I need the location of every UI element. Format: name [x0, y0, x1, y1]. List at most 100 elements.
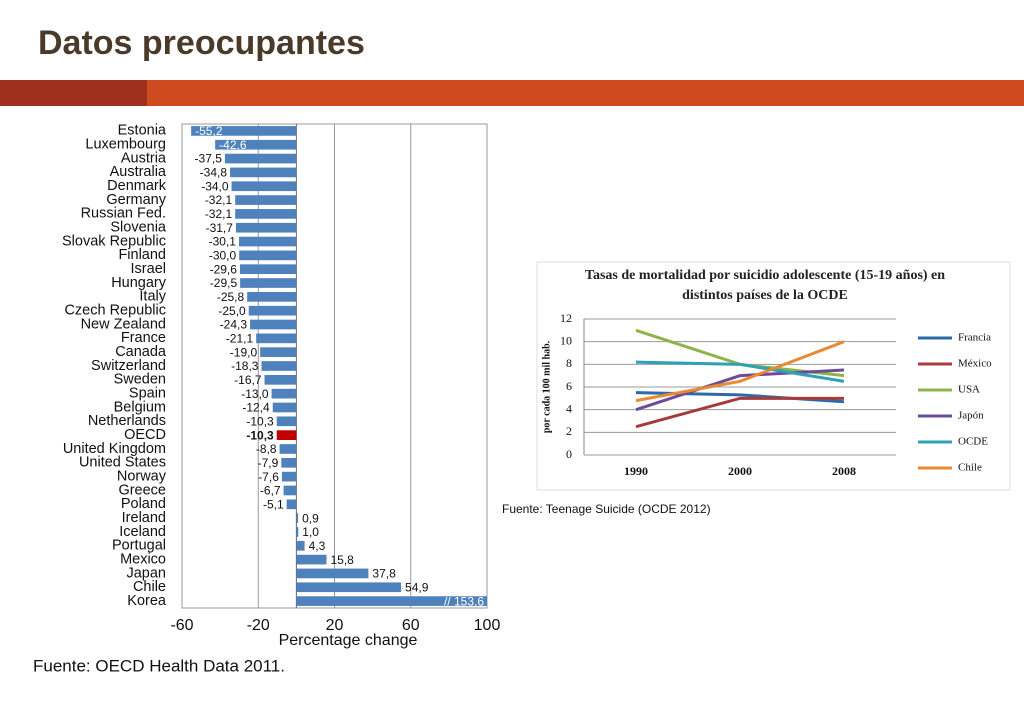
value-label: -24,3	[220, 318, 248, 332]
category-label: Chile	[133, 579, 166, 595]
bar	[215, 139, 297, 150]
value-label: 0,9	[302, 511, 319, 525]
category-label: United Kingdom	[63, 441, 166, 457]
chart2-frame	[536, 261, 1011, 491]
category-label: France	[121, 330, 166, 346]
series-line	[635, 368, 845, 412]
category-label: Korea	[127, 593, 167, 609]
value-label: -32,1	[205, 193, 233, 207]
bar	[283, 485, 297, 496]
slide-title: Datos preocupantes	[38, 24, 365, 62]
bar	[235, 195, 297, 205]
bar	[296, 554, 327, 565]
value-label: -30,1	[209, 235, 237, 249]
value-label: 37,8	[372, 567, 396, 581]
bar	[250, 319, 297, 330]
category-label: Canada	[115, 344, 167, 360]
bar	[248, 305, 297, 316]
bar	[296, 527, 299, 537]
legend-label: USA	[958, 384, 980, 396]
value-label: -6,7	[260, 484, 281, 498]
value-label: -29,6	[210, 262, 238, 276]
category-label: Slovak Republic	[62, 233, 166, 249]
y-tick-label: 2	[566, 424, 572, 438]
bar	[240, 278, 297, 288]
bar	[239, 250, 297, 261]
bar	[247, 292, 297, 302]
source-2: Fuente: Teenage Suicide (OCDE 2012)	[502, 502, 711, 516]
value-label: -7,6	[258, 470, 279, 484]
bar	[276, 430, 297, 440]
category-label: OECD	[124, 427, 166, 443]
source-1: Fuente: OECD Health Data 2011.	[33, 656, 285, 675]
x-tick-label: 1990	[624, 464, 648, 478]
category-label: Ireland	[122, 510, 166, 526]
legend-label: México	[958, 358, 992, 370]
legend-label: Francia	[958, 332, 991, 344]
series-line	[635, 396, 844, 429]
y-tick-label: 10	[560, 333, 572, 347]
bar	[260, 347, 297, 358]
x-axis-label: Percentage change	[279, 632, 418, 649]
series-line	[635, 340, 845, 403]
legend-label: Japón	[958, 410, 984, 422]
category-label: Australia	[110, 164, 167, 180]
legend-label: Chile	[958, 462, 982, 474]
category-label: Italy	[139, 289, 166, 305]
category-label: Denmark	[107, 178, 167, 194]
value-label: -16,7	[234, 373, 262, 387]
category-label: Finland	[118, 247, 166, 263]
bar	[264, 374, 297, 385]
category-label: Spain	[129, 385, 166, 401]
value-label: 1,0	[302, 525, 319, 539]
value-label: -29,5	[210, 276, 238, 290]
category-label: Israel	[131, 261, 166, 277]
bar	[235, 209, 297, 219]
category-label: United States	[79, 455, 166, 471]
category-label: Mexico	[120, 551, 166, 567]
chart2-title: Tasas de mortalidad por suicidio adolesc…	[584, 268, 946, 303]
value-label: -34,0	[201, 179, 229, 193]
value-label: -31,7	[206, 221, 234, 235]
value-label: -55,2	[195, 124, 223, 138]
y-tick-label: 0	[566, 447, 572, 461]
bar	[279, 444, 297, 454]
x-tick-label: 20	[326, 617, 344, 634]
bar	[239, 264, 297, 275]
x-tick-label: 2008	[832, 464, 856, 478]
y-axis-label: por cada 100 mil hab.	[541, 340, 552, 433]
x-tick-label: 100	[474, 617, 501, 634]
y-tick-label: 12	[560, 311, 572, 325]
bar	[281, 457, 297, 468]
category-label: Germany	[106, 192, 166, 208]
category-label: Japan	[126, 565, 166, 581]
band-right	[147, 80, 1024, 106]
value-label: -19,0	[230, 345, 258, 359]
value-label: -13,0	[241, 387, 269, 401]
x-tick-label: 60	[402, 617, 420, 634]
category-label: Switzerland	[91, 358, 166, 374]
category-label: Sweden	[114, 372, 166, 388]
bar	[296, 513, 299, 523]
value-label: 15,8	[330, 553, 354, 567]
value-label: -10,3	[246, 414, 274, 428]
category-label: Russian Fed.	[81, 206, 166, 222]
bar	[224, 153, 297, 164]
value-label: -12,4	[242, 401, 270, 415]
value-label: // 153,6	[444, 594, 484, 608]
category-label: Portugal	[112, 538, 166, 554]
value-label: -18,3	[231, 359, 259, 373]
value-label: -25,8	[217, 290, 245, 304]
bar	[271, 388, 297, 399]
value-label: -30,0	[209, 249, 237, 263]
category-label: Poland	[121, 496, 166, 512]
value-label: -37,5	[195, 152, 223, 166]
y-tick-label: 4	[566, 401, 572, 415]
bar	[296, 582, 402, 593]
bar	[256, 333, 297, 344]
x-tick-label: -20	[247, 617, 270, 634]
bar	[296, 568, 369, 579]
category-label: Czech Republic	[64, 303, 166, 319]
x-tick-label: 2000	[728, 464, 752, 478]
